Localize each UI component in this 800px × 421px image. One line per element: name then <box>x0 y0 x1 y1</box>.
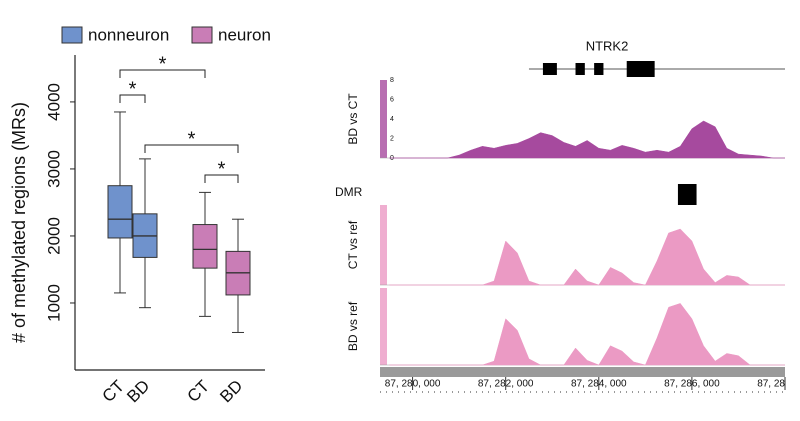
dmr-label: DMR <box>335 185 363 199</box>
track-area <box>389 303 785 366</box>
significance-bracket <box>204 174 239 183</box>
track-tick-label: 4 <box>390 116 394 123</box>
gene-name: NTRK2 <box>586 38 629 53</box>
track-area <box>389 228 785 286</box>
exon <box>594 63 604 75</box>
y-tick-label: 4000 <box>44 83 63 121</box>
box <box>192 224 218 269</box>
legend-label: nonneuron <box>88 25 169 44</box>
track-scale <box>380 288 387 365</box>
box <box>107 185 133 239</box>
y-tick-label: 2000 <box>44 217 63 255</box>
x-tick-label: 87, 28 <box>757 379 785 390</box>
track-tick-label: 8 <box>390 77 394 84</box>
x-tick-label: BD <box>123 376 153 406</box>
track-label: BD vs ref <box>346 301 360 351</box>
x-tick-label: CT <box>184 377 213 406</box>
track-tick-label: 2 <box>390 135 394 142</box>
track-label: CT vs ref <box>346 220 360 269</box>
x-tick-label: 87, 286, 000 <box>664 379 720 390</box>
legend-swatch <box>191 26 213 44</box>
legend-swatch <box>61 26 83 44</box>
x-tick-label: 87, 282, 000 <box>478 379 534 390</box>
track-area <box>389 120 785 159</box>
exon <box>626 61 655 77</box>
x-tick-label: BD <box>216 376 246 406</box>
significance-star: * <box>218 158 226 180</box>
significance-star: * <box>159 53 167 75</box>
track-tick-label: 6 <box>390 96 394 103</box>
significance-bracket <box>119 69 206 78</box>
track-scale <box>380 205 387 285</box>
significance-star: * <box>129 78 137 100</box>
significance-bracket <box>144 144 239 153</box>
y-axis-label: # of methylated regions (MRs) <box>9 102 29 343</box>
ruler-bar <box>380 367 785 377</box>
track-scale <box>380 80 387 158</box>
y-tick-label: 3000 <box>44 150 63 188</box>
track-tick-label: 0 <box>390 155 394 162</box>
dmr-block <box>677 184 697 205</box>
exon <box>542 63 557 75</box>
significance-bracket <box>119 94 146 103</box>
track-label: BD vs CT <box>346 93 360 145</box>
legend-label: neuron <box>218 25 271 44</box>
significance-star: * <box>188 128 196 150</box>
x-tick-label: 87, 284, 000 <box>571 379 627 390</box>
y-tick-label: 1000 <box>44 284 63 322</box>
exon <box>575 63 585 75</box>
x-tick-label: 87, 280, 000 <box>385 379 441 390</box>
